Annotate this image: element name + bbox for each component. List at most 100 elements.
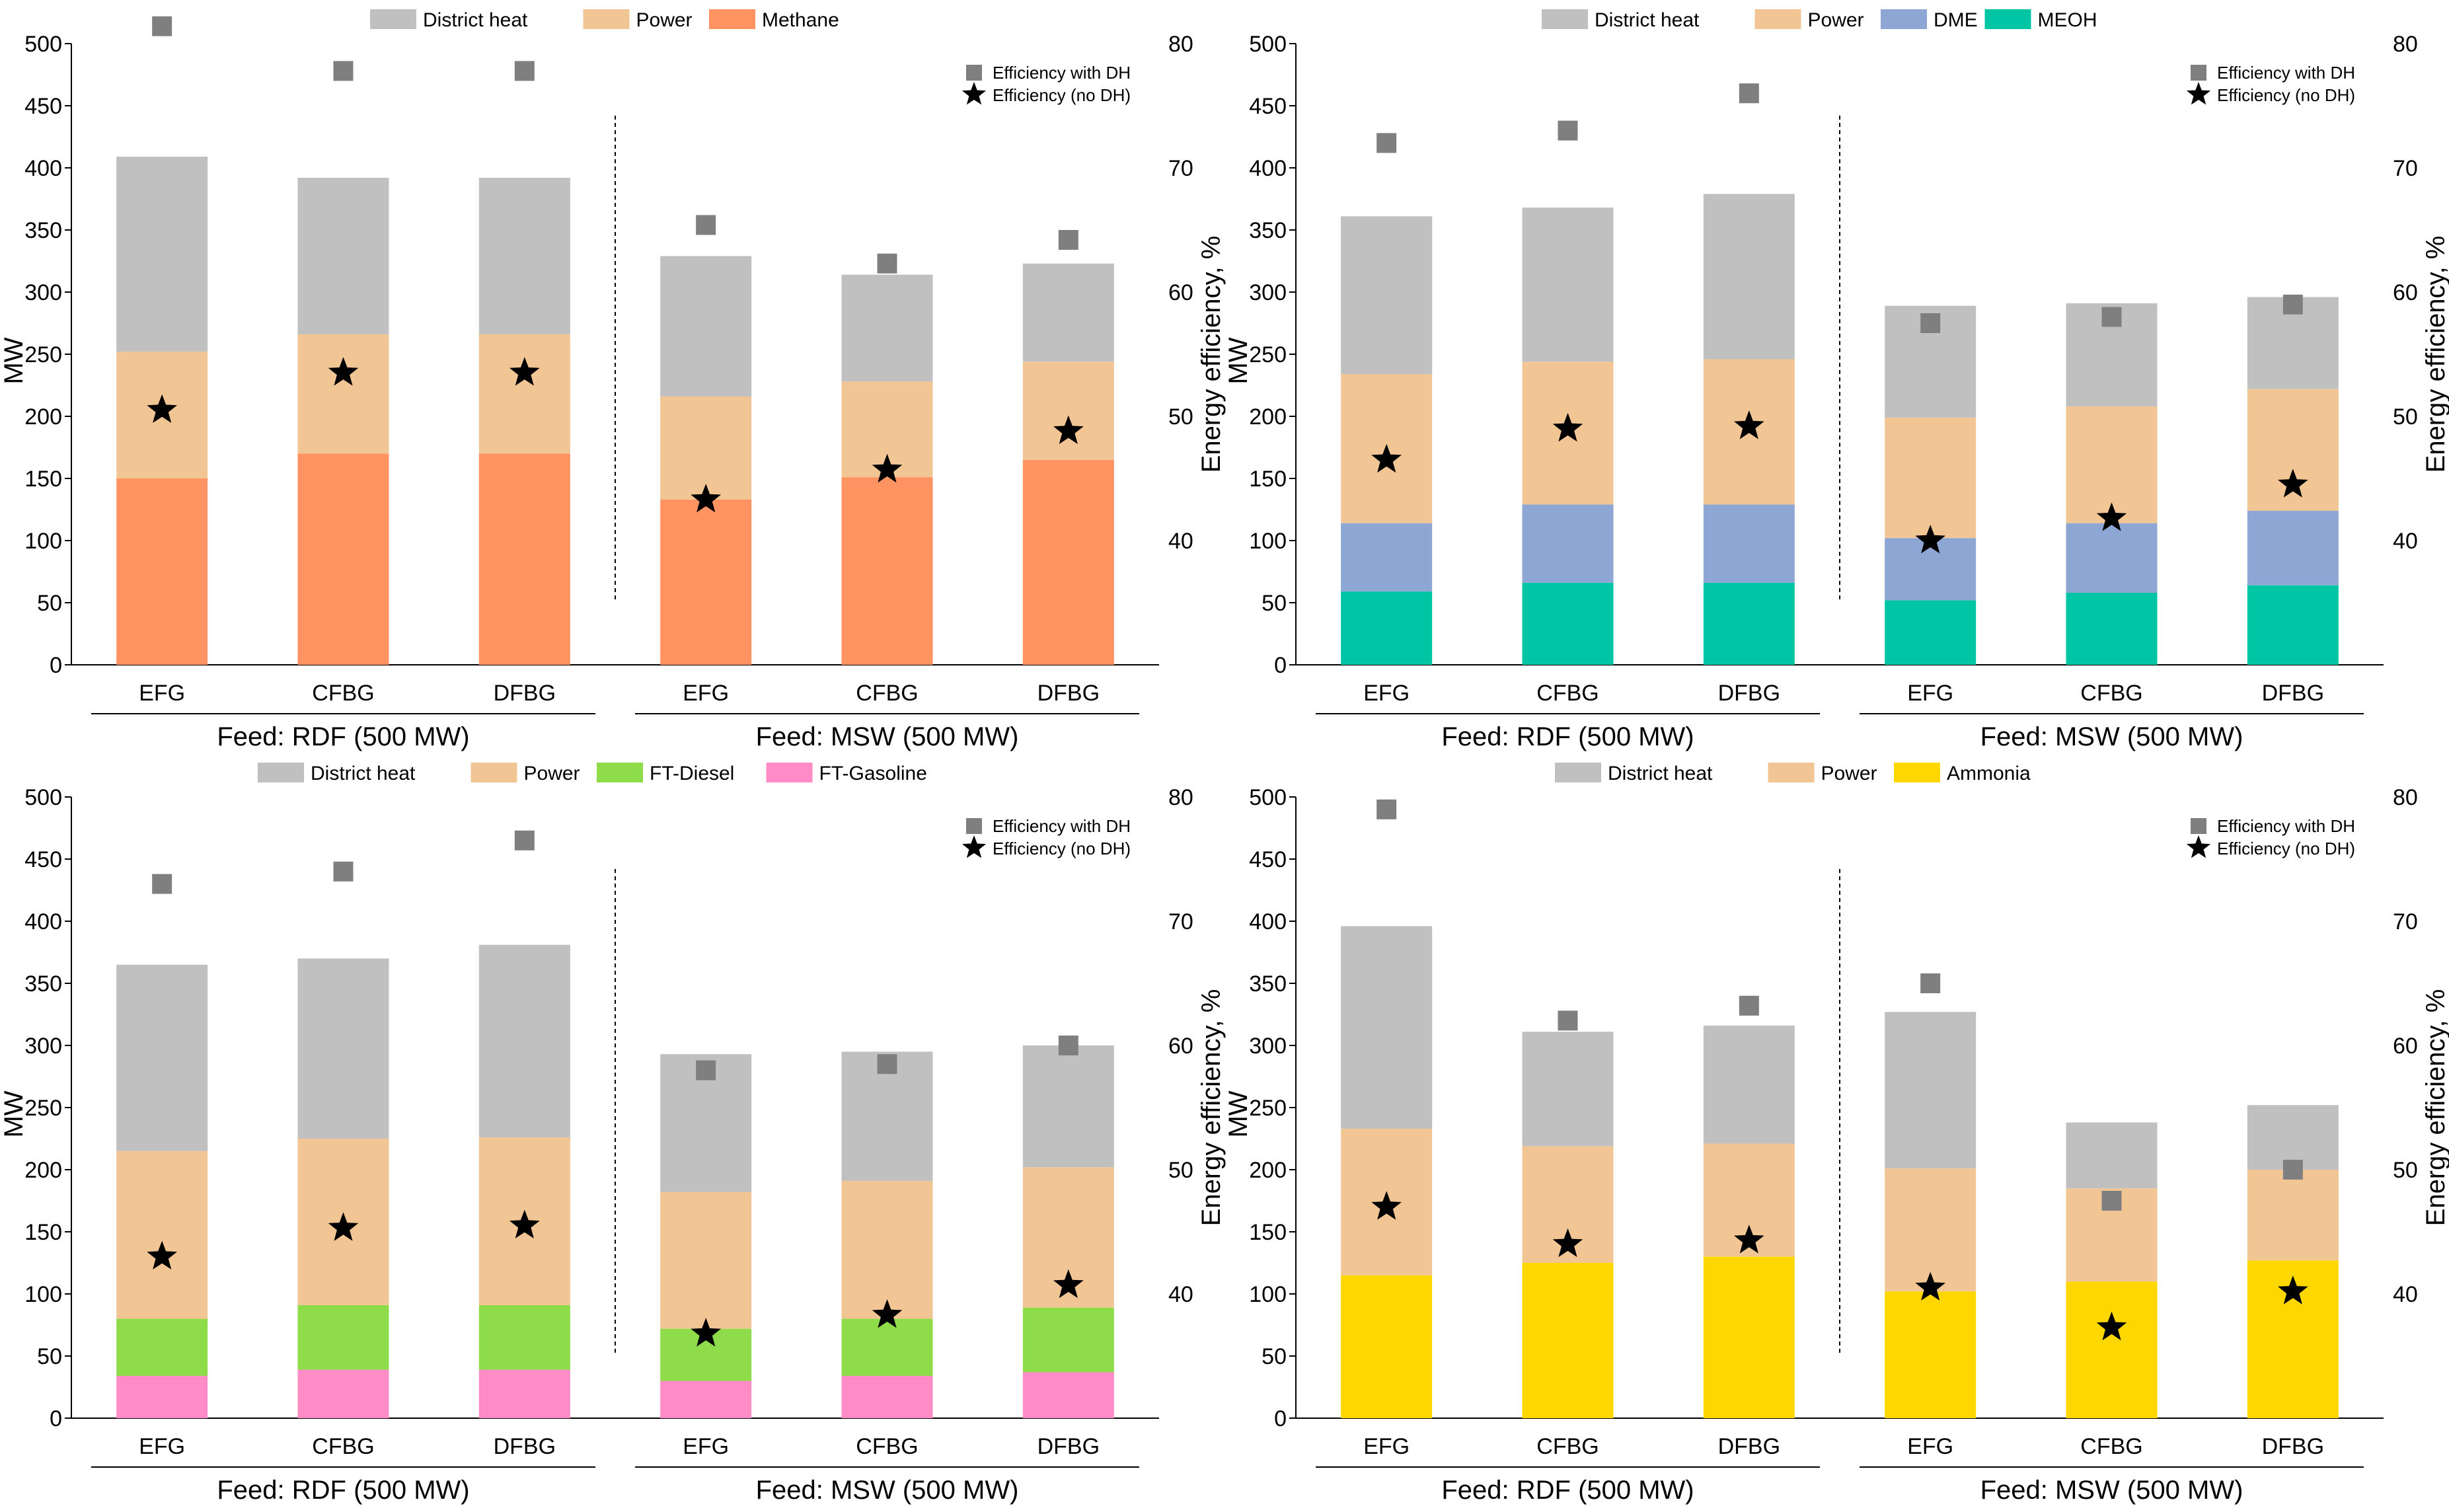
y2-tick-label: 50	[2393, 404, 2418, 430]
bar-district-heat	[1522, 208, 1614, 362]
legend-label: District heat	[423, 9, 528, 31]
marker-efficiency-nodh	[691, 1318, 721, 1347]
legend-marker-nodh-label: Efficiency (no DH)	[2217, 839, 2355, 858]
marker-efficiency-nodh	[1915, 525, 1945, 554]
y-tick-label: 400	[1249, 909, 1287, 934]
x-tick-label: DFBG	[1718, 1434, 1780, 1459]
marker-efficiency-nodh	[872, 453, 903, 483]
y-tick-label: 450	[24, 94, 62, 119]
x-tick-label: EFG	[139, 1434, 185, 1459]
legend-label: Power	[1808, 9, 1864, 31]
y-tick-label: 100	[24, 1282, 62, 1307]
bar-power	[116, 1151, 208, 1319]
marker-efficiency-nodh	[509, 357, 540, 386]
x-tick-label: DFBG	[2262, 1434, 2324, 1459]
legend-swatch	[597, 763, 643, 782]
x-tick-label: CFBG	[1536, 681, 1599, 706]
legend-marker-nodh	[2186, 82, 2211, 105]
marker-efficiency-dh	[333, 861, 354, 882]
y-tick-label: 0	[50, 653, 62, 678]
bar-district-heat	[297, 178, 389, 334]
legend-swatch	[1984, 9, 2031, 29]
x-tick-label: DFBG	[1037, 681, 1100, 706]
bar-power	[478, 334, 570, 454]
bar-methane	[478, 453, 570, 665]
bar-power	[660, 1191, 752, 1329]
legend-label: Power	[1821, 763, 1877, 784]
bar-power	[1885, 417, 1977, 539]
y-tick-label: 250	[1249, 342, 1287, 367]
y2-tick-label: 60	[2393, 280, 2418, 305]
legend-label: Power	[524, 763, 580, 784]
chart-panel-2: 0 50 100 150 200 250 300 350 400 450 500 40 50 60 70 80…	[1224, 9, 2449, 751]
marker-efficiency-nodh	[1915, 1271, 1945, 1301]
group-label-2: Feed: MSW (500 MW)	[1980, 1476, 2243, 1505]
legend-marker-dh-label: Efficiency with DH	[2217, 63, 2355, 83]
x-tick-label: CFBG	[2080, 1434, 2142, 1459]
x-tick-label: CFBG	[856, 1434, 918, 1459]
bar-methane	[116, 478, 208, 665]
bar-power	[2247, 389, 2339, 511]
legend-label: MEOH	[2038, 9, 2097, 31]
x-tick-label: EFG	[139, 681, 185, 706]
bar-meoh	[1341, 591, 1433, 665]
bar-district-heat	[1703, 194, 1795, 359]
group-label-1: Feed: RDF (500 MW)	[1441, 722, 1694, 751]
y2-tick-label: 70	[1168, 156, 1193, 181]
group-label-2: Feed: MSW (500 MW)	[756, 722, 1019, 751]
x-tick-label: CFBG	[2080, 681, 2142, 706]
bar-dme	[1885, 538, 1977, 601]
y-tick-label: 400	[24, 909, 62, 934]
bar-district-heat	[1022, 1045, 1114, 1168]
y2-tick-label: 60	[1168, 1034, 1193, 1059]
bar-ft-gasoline	[660, 1380, 752, 1418]
y-tick-label: 350	[1249, 971, 1287, 997]
legend-label: Power	[636, 9, 693, 31]
y2-tick-label: 40	[2393, 1282, 2418, 1307]
marker-efficiency-nodh	[2278, 1275, 2308, 1304]
bar-ft-diesel	[1022, 1307, 1114, 1373]
legend-marker-nodh-label: Efficiency (no DH)	[993, 839, 1131, 858]
y-tick-label: 300	[24, 1034, 62, 1059]
marker-efficiency-dh	[1376, 799, 1397, 819]
group-label-2: Feed: MSW (500 MW)	[1980, 722, 2243, 751]
marker-efficiency-nodh	[1552, 412, 1583, 442]
y-tick-label: 400	[24, 156, 62, 181]
bar-methane	[841, 477, 933, 665]
y2-tick-label: 70	[1168, 909, 1193, 934]
legend-marker-dh-label: Efficiency with DH	[2217, 816, 2355, 836]
y2-tick-label: 40	[1168, 1282, 1193, 1307]
bar-dme	[1522, 504, 1614, 583]
bar-methane	[660, 499, 752, 665]
bar-meoh	[1885, 600, 1977, 665]
marker-efficiency-dh	[1920, 973, 1941, 993]
marker-efficiency-nodh	[328, 357, 359, 386]
group-label-1: Feed: RDF (500 MW)	[1441, 1476, 1694, 1505]
marker-efficiency-dh	[2282, 1160, 2303, 1180]
x-tick-label: EFG	[1363, 681, 1410, 706]
bar-dme	[2247, 510, 2339, 586]
bar-district-heat	[478, 178, 570, 334]
y-tick-label: 200	[24, 404, 62, 430]
y-tick-label: 150	[24, 467, 62, 492]
bar-methane	[297, 453, 389, 665]
chart-panel-3: 0 50 100 150 200 250 300 350 400 450 500 40 50 60 70 80…	[0, 763, 1226, 1505]
legend-label: FT-Gasoline	[819, 763, 927, 784]
bar-district-heat	[2247, 1105, 2339, 1170]
bar-dme	[1341, 523, 1433, 592]
bar-district-heat	[1703, 1025, 1795, 1144]
marker-efficiency-nodh	[691, 484, 721, 513]
bar-ammonia	[1341, 1275, 1433, 1418]
bar-power	[1022, 361, 1114, 460]
group-label-1: Feed: RDF (500 MW)	[217, 1476, 469, 1505]
y2-axis-title: Energy efficiency, %	[2421, 989, 2449, 1227]
marker-efficiency-dh	[2282, 294, 2303, 315]
y-tick-label: 350	[24, 218, 62, 243]
y2-tick-label: 40	[2393, 529, 2418, 554]
x-tick-label: CFBG	[1536, 1434, 1599, 1459]
marker-efficiency-nodh	[1734, 410, 1764, 439]
bar-methane	[1022, 459, 1114, 665]
y-tick-label: 350	[24, 971, 62, 997]
legend-label: District heat	[1595, 9, 1700, 31]
y2-tick-label: 80	[2393, 785, 2418, 810]
